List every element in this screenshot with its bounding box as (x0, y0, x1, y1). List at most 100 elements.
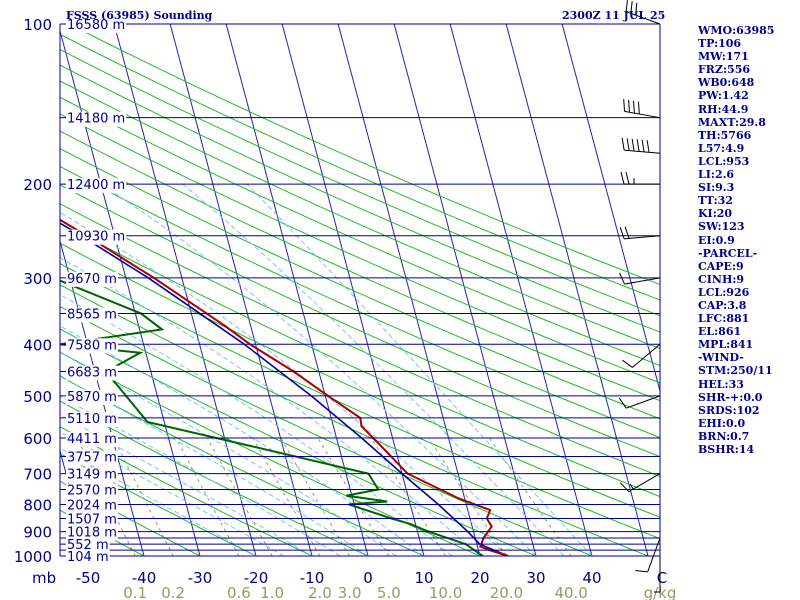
index-line: SI:9.3 (698, 181, 735, 195)
height-label-bg (66, 111, 127, 127)
isotherm-line (337, 24, 481, 556)
height-label: 2570 m (67, 484, 117, 499)
pressure-label: 100 (23, 16, 52, 34)
height-label: 6683 m (67, 366, 117, 381)
index-line: MW:171 (698, 50, 749, 64)
height-label-bg (66, 307, 118, 323)
wind-barb (618, 395, 661, 409)
mixing-ratio-label: 0.2 (161, 584, 185, 600)
height-label-bg (66, 525, 118, 541)
index-line: LFC:881 (698, 312, 750, 326)
isotherm-line (505, 24, 649, 556)
height-label-bg (66, 498, 118, 514)
dry-adiabat-line (60, 222, 660, 498)
index-line: EL:861 (698, 325, 742, 339)
height-label: 552 m (67, 538, 109, 553)
dry-adiabat-line (60, 375, 425, 556)
wind-barb (635, 537, 661, 573)
mixing-ratio-line (488, 437, 572, 556)
temperature-tick-label: -30 (188, 569, 213, 587)
mixing-ratio-label: 2.0 (308, 584, 332, 600)
height-label-bg (66, 338, 118, 354)
height-label: 1507 m (67, 512, 117, 527)
dry-adiabat-line (60, 33, 660, 301)
height-label-bg (66, 512, 118, 528)
height-label: 9670 m (67, 272, 117, 287)
height-label: 7580 m (67, 338, 117, 353)
index-line: STM:250/11 (698, 364, 773, 378)
height-label: 4411 m (67, 432, 117, 447)
index-line: CINH:9 (698, 272, 745, 286)
height-label-bg (66, 550, 110, 565)
indices-panel: WMO:63985 TP:106 MW:171 FRZ:556 WB0:648 PW:1.… (698, 24, 800, 456)
index-line: EI:0.9 (698, 233, 735, 247)
temperature-tick-label: -10 (300, 569, 325, 587)
temperature-tick-label: 30 (526, 569, 545, 587)
index-line: LCL:926 (698, 285, 750, 299)
pressure-label: 900 (23, 524, 52, 542)
pressure-label: 400 (23, 336, 52, 354)
index-line: TH:5766 (698, 128, 752, 142)
height-label: 8565 m (67, 307, 117, 322)
dry-adiabat-line (60, 80, 660, 350)
index-line: CAPE:9 (698, 259, 744, 273)
temperature-tick-label: -40 (132, 569, 157, 587)
pressure-label: 200 (23, 176, 52, 194)
index-line: WMO:63985 (698, 24, 775, 37)
mixing-ratio-label: 40.0 (554, 584, 587, 600)
mixing-ratio-label: 20.0 (490, 584, 523, 600)
isotherm-line (169, 24, 313, 556)
index-line: HEL:33 (698, 377, 744, 391)
pressure-label: 300 (23, 270, 52, 288)
height-label: 16580 m (67, 18, 125, 33)
index-line: LCL:953 (698, 154, 750, 168)
index-line: SW:123 (698, 220, 745, 234)
dry-adiabat-line (60, 203, 660, 477)
chart-datetime: 2300Z 11 JUL 25 (562, 9, 666, 22)
index-line: LI:2.6 (698, 168, 735, 182)
height-label-bg (66, 271, 118, 287)
height-label-bg (66, 467, 118, 483)
mixing-ratio-label: 5.0 (377, 584, 401, 600)
index-line: RH:44.9 (698, 102, 749, 116)
dry-adiabat-line (60, 165, 660, 439)
dry-adiabat-line (60, 113, 660, 384)
pressure-label: 700 (23, 466, 52, 484)
height-label-bg (66, 483, 118, 499)
index-line: -WIND- (698, 351, 744, 365)
index-line: TP:106 (698, 37, 742, 51)
wind-barb (619, 272, 661, 285)
index-line: BRN:0.7 (698, 429, 750, 443)
dry-adiabat-line (60, 64, 660, 333)
mixing-ratio-label: 1.0 (260, 584, 284, 600)
height-label: 104 m (67, 550, 109, 565)
isotherm-line (60, 238, 145, 556)
dry-adiabat-line (60, 96, 660, 367)
moist-adiabat-line (60, 447, 257, 556)
index-line: FRZ:556 (698, 63, 751, 77)
mixing-ratio-label: 0.1 (123, 584, 147, 600)
pressure-label: 600 (23, 430, 52, 448)
wind-barb (619, 226, 661, 240)
index-line: CAP:3.8 (698, 298, 747, 312)
mixing-ratio-line (428, 437, 507, 556)
height-label-bg (66, 538, 110, 554)
chart-title: FSSS (63985) Sounding (66, 9, 213, 22)
temperature-profile-line (60, 218, 509, 556)
isotherm-line (113, 24, 257, 556)
height-label: 5870 m (67, 390, 117, 405)
height-label: 5110 m (67, 412, 117, 427)
dry-adiabat-line (60, 147, 660, 420)
height-label-bg (66, 431, 118, 447)
height-label-bg (66, 178, 127, 194)
wind-barb (619, 473, 661, 493)
x-unit-label: mb (32, 569, 56, 587)
pressure-label: 800 (23, 496, 52, 514)
index-line: EHI:0.0 (698, 416, 746, 430)
index-line: SRDS:102 (698, 403, 760, 417)
height-label-bg (66, 389, 118, 405)
index-line: -PARCEL- (698, 246, 758, 260)
height-label-bg (66, 411, 118, 427)
index-line: PW:1.42 (698, 89, 749, 103)
height-label: 12400 m (67, 178, 125, 193)
